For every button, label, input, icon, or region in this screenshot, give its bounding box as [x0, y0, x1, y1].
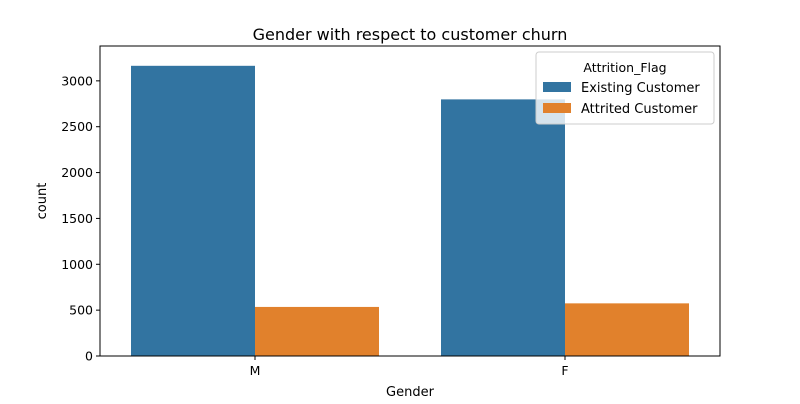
- chart-title: Gender with respect to customer churn: [253, 25, 568, 44]
- legend-label-attrited-customer: Attrited Customer: [581, 102, 698, 117]
- legend-swatch-existing-customer: [543, 82, 571, 92]
- plot-frame: [99, 45, 721, 357]
- bar-m-attrited-customer: [255, 306, 379, 356]
- y-axis-ticks: 0 500 1000 1500 2000 2500 3000: [61, 73, 100, 364]
- y-tick-label-2000: 2000: [61, 165, 93, 180]
- legend: Attrition_Flag Existing Customer Attrite…: [535, 51, 715, 125]
- bar-m-existing-customer: [131, 65, 255, 356]
- y-axis-label: count: [35, 183, 50, 220]
- bar-f-existing-customer: [441, 99, 565, 357]
- bar-f-attrited-customer: [565, 303, 689, 356]
- legend-swatch-attrited-customer: [543, 103, 571, 113]
- y-tick-label-1500: 1500: [61, 211, 93, 226]
- y-tick-label-3000: 3000: [61, 73, 93, 88]
- x-tick-label-m: M: [250, 363, 261, 378]
- y-tick-label-500: 500: [69, 303, 93, 318]
- y-tick-label-2500: 2500: [61, 119, 93, 134]
- x-axis-label: Gender: [386, 385, 435, 400]
- bars-group: [131, 65, 689, 357]
- y-tick-label-1000: 1000: [61, 257, 93, 272]
- legend-title: Attrition_Flag: [583, 60, 666, 75]
- legend-box: [535, 51, 715, 125]
- y-tick-label-0: 0: [85, 349, 93, 364]
- legend-label-existing-customer: Existing Customer: [581, 81, 700, 96]
- x-tick-label-f: F: [561, 363, 568, 378]
